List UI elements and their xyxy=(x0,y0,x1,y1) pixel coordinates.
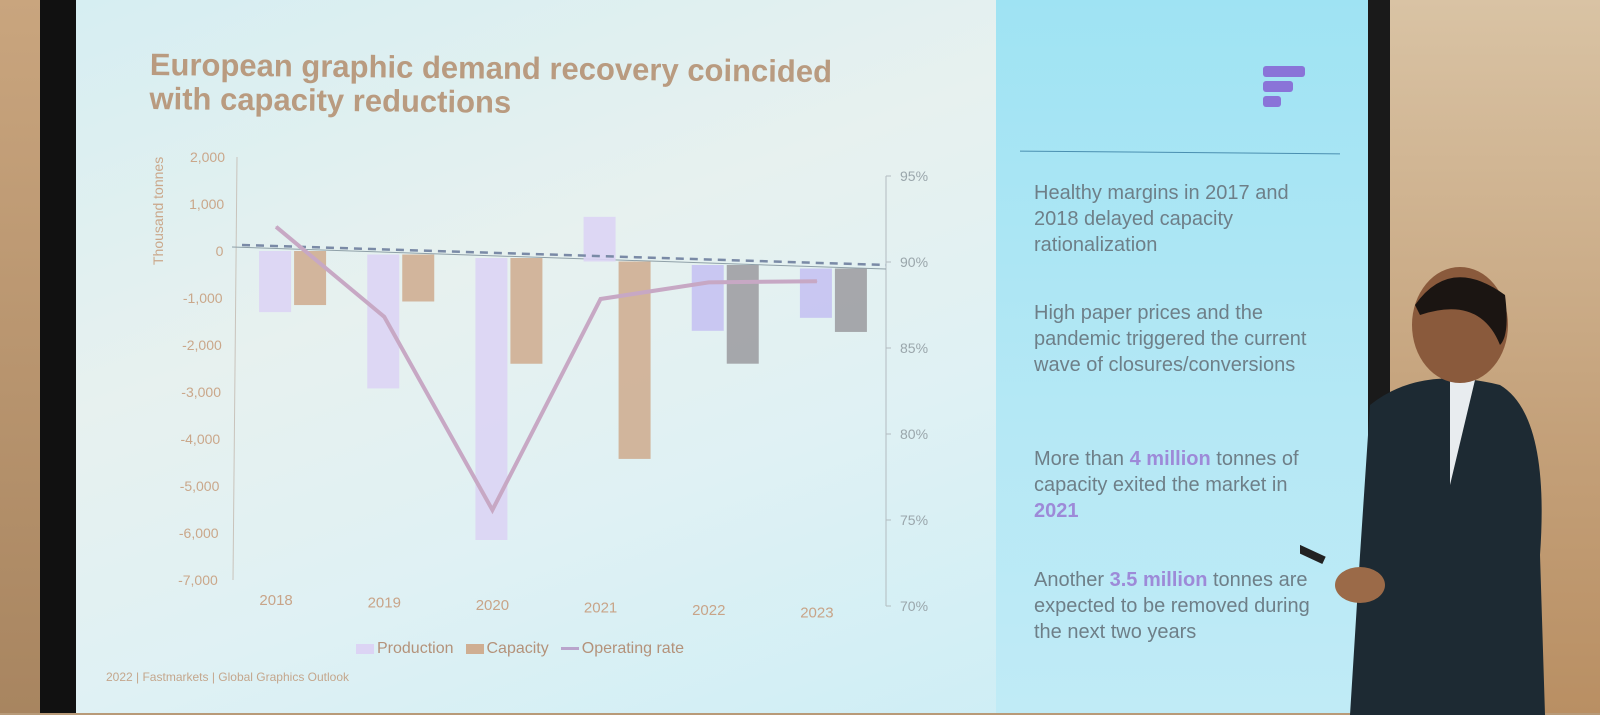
legend-production: Production xyxy=(356,640,454,658)
point-operating-rate-2021 xyxy=(600,298,602,300)
wall xyxy=(0,0,45,713)
screen-frame xyxy=(40,0,78,713)
bar-capacity-2019 xyxy=(402,254,435,302)
bar-production-2021 xyxy=(583,216,616,262)
legend: Production Capacity Operating rate xyxy=(356,640,684,658)
bar-capacity-2023 xyxy=(834,268,867,332)
bar-production-2020 xyxy=(475,258,508,540)
y2-tick-label: 70% xyxy=(900,598,928,614)
x-tick-label: 2022 xyxy=(692,602,725,619)
clicker xyxy=(1300,544,1326,565)
x-tick-label: 2023 xyxy=(800,605,833,622)
bar-production-2019 xyxy=(367,254,400,389)
y2-tick-label: 85% xyxy=(900,340,928,356)
legend-capacity: Capacity xyxy=(465,640,549,658)
presentation-slide: European graphic demand recovery coincid… xyxy=(76,0,1370,713)
bar-production-2022 xyxy=(691,265,724,331)
y-tick-label: 0 xyxy=(216,243,224,259)
presenter xyxy=(1300,267,1545,715)
legend-operating-rate: Operating rate xyxy=(560,640,684,658)
bar-capacity-2020 xyxy=(510,258,543,364)
y2-tick-label: 75% xyxy=(900,512,928,528)
y2-tick-label: 95% xyxy=(900,168,928,184)
y-tick-label: -3,000 xyxy=(181,384,221,400)
x-tick-label: 2018 xyxy=(259,592,292,609)
line-operating-rate xyxy=(274,225,817,515)
point-operating-rate-2018 xyxy=(275,226,277,228)
bar-production-2023 xyxy=(799,268,832,318)
bullet-4: Another 3.5 million tonnes are expected … xyxy=(1034,569,1310,643)
point-operating-rate-2019 xyxy=(383,316,385,318)
x-tick-label: 2021 xyxy=(584,600,617,617)
y-tick-label: 1,000 xyxy=(189,196,224,212)
bullet-2: High paper prices and the pandemic trigg… xyxy=(1034,302,1307,376)
chart: 2,000 1,000 0 -1,000 -2,000 -3,000 -4,000 -5,00… xyxy=(150,149,928,622)
point-operating-rate-2022 xyxy=(708,281,710,283)
point-operating-rate-2023 xyxy=(816,280,818,282)
y2-tick-label: 80% xyxy=(900,426,928,442)
bullet-1: Healthy margins in 2017 and 2018 delayed… xyxy=(1034,182,1289,256)
y-axis-label: Thousand tonnes xyxy=(150,157,166,265)
point-operating-rate-2020 xyxy=(491,509,493,511)
bar-capacity-2018 xyxy=(294,251,327,306)
y-tick-label: -1,000 xyxy=(183,290,223,306)
side-panel xyxy=(996,0,1370,713)
x-tick-label: 2020 xyxy=(476,597,509,614)
y-tick-label: -7,000 xyxy=(178,572,218,588)
footer: 2022 | Fastmarkets | Global Graphics Out… xyxy=(106,670,350,684)
y2-tick-label: 90% xyxy=(900,254,928,270)
y-tick-label: -6,000 xyxy=(179,525,219,541)
zero-line xyxy=(231,246,887,270)
y-tick-label: -4,000 xyxy=(180,431,220,447)
x-tick-label: 2019 xyxy=(368,595,401,612)
left-axis-line xyxy=(232,156,238,581)
y-tick-label: -5,000 xyxy=(180,478,220,494)
bar-capacity-2022 xyxy=(726,265,759,364)
bullet-3: More than 4 million tonnes of capacity e… xyxy=(1034,448,1299,522)
reference-line xyxy=(241,243,887,267)
y-tick-label: -2,000 xyxy=(182,337,222,353)
bar-production-2018 xyxy=(259,251,292,313)
y-tick-label: 2,000 xyxy=(190,149,225,165)
fastmarkets-logo-icon xyxy=(1263,66,1305,111)
